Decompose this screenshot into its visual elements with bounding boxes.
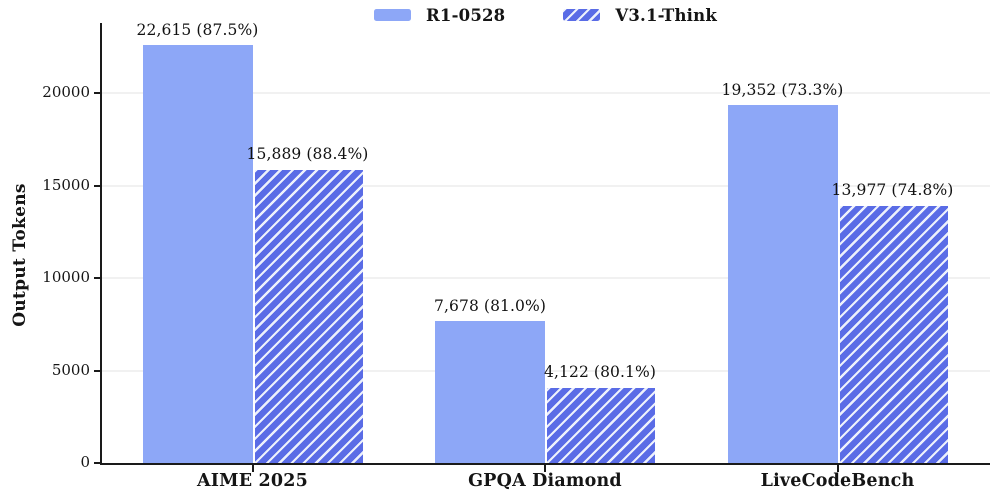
x-tick-mark: [251, 465, 254, 472]
bar-value-label: 7,678 (81.0%): [434, 297, 546, 316]
category-label-livecodebench: LiveCodeBench: [760, 471, 915, 491]
y-axis-spine: [100, 23, 102, 465]
plot-area: [101, 23, 990, 463]
legend-swatch-hatched: [563, 9, 601, 21]
x-tick-mark: [544, 465, 546, 472]
category-label-aime-2025: AIME 2025: [196, 471, 309, 491]
gridline: [101, 184, 990, 187]
bar-value-label: 4,122 (80.1%): [544, 362, 656, 381]
chart-legend: R1-0528 V3.1-Think: [101, 2, 990, 28]
y-axis-label: Output Tokens: [10, 183, 30, 327]
bar-v3-1-think: [252, 169, 363, 463]
y-tick-label: 10000: [42, 268, 90, 287]
y-tick-mark: [94, 92, 101, 95]
x-axis-spine: [100, 463, 990, 465]
bar-v3-1-think: [837, 204, 948, 463]
bar-r1-0528: [435, 321, 545, 463]
y-tick-label: 20000: [42, 83, 90, 102]
gridline: [101, 92, 990, 95]
y-tick-label: 5000: [51, 360, 90, 379]
bar-r1-0528: [727, 105, 838, 463]
gridline: [101, 277, 990, 280]
category-label-gpqa-diamond: GPQA Diamond: [468, 471, 622, 491]
bar-value-label: 13,977 (74.8%): [831, 180, 954, 199]
legend-label: R1-0528: [426, 5, 506, 25]
bar-value-label: 19,352 (73.3%): [721, 81, 844, 100]
y-tick-mark: [94, 184, 101, 187]
bar-r1-0528: [142, 44, 253, 463]
bar-value-label: 15,889 (88.4%): [246, 145, 369, 164]
y-tick-mark: [94, 369, 101, 372]
legend-item: V3.1-Think: [563, 6, 717, 25]
bar-v3-1-think: [545, 386, 655, 463]
y-tick-label: 0: [80, 453, 90, 471]
x-tick-mark: [836, 465, 839, 472]
y-tick-mark: [94, 277, 101, 280]
gridline: [101, 369, 990, 372]
legend-swatch-solid: [374, 9, 411, 21]
y-tick-mark: [94, 462, 101, 464]
legend-item: R1-0528: [374, 6, 505, 25]
y-tick-label: 15000: [42, 175, 90, 194]
bar-value-label: 22,615 (87.5%): [136, 20, 259, 39]
legend-label: V3.1-Think: [615, 5, 717, 25]
